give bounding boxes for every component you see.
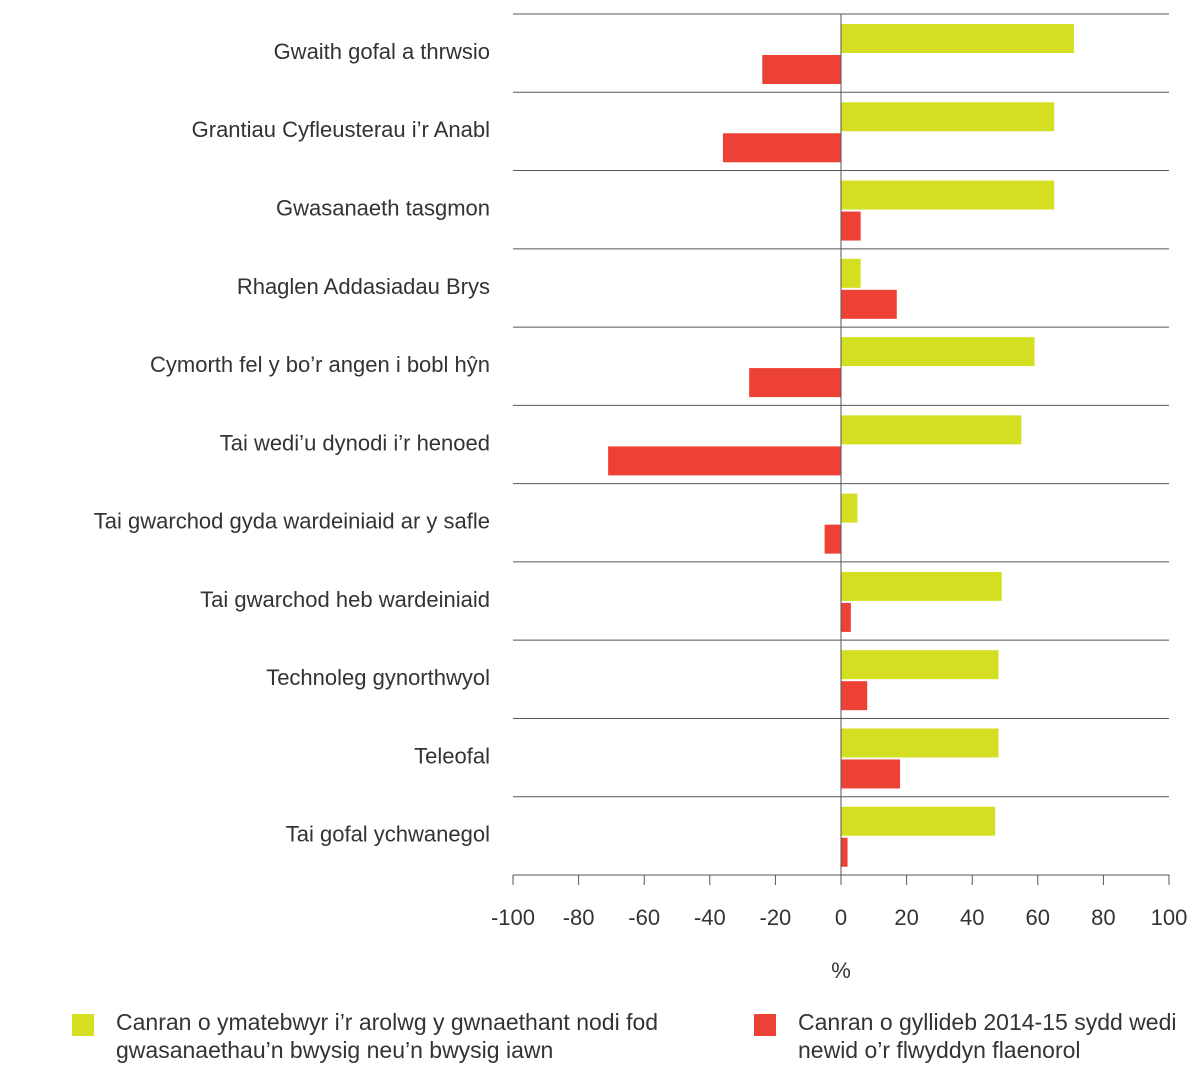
x-tick-label: -100 [491, 905, 535, 930]
bar [841, 211, 861, 241]
bar [841, 759, 901, 789]
bar [841, 493, 858, 523]
legend-swatch [72, 1014, 94, 1036]
bar [841, 415, 1022, 445]
y-tick-label: Gwaith gofal a thrwsio [274, 39, 490, 64]
x-axis-label: % [831, 958, 851, 983]
y-tick-label: Tai gwarchod heb wardeiniaid [200, 587, 490, 612]
x-tick-label: 100 [1151, 905, 1188, 930]
x-tick-label: 80 [1091, 905, 1115, 930]
x-tick-label: -40 [694, 905, 726, 930]
legend-swatch [754, 1014, 776, 1036]
chart: % -100 -80 -60 -40 -20 0 20 40 60 80 100 Gwaith gof… [94, 13, 1188, 983]
bar [841, 289, 897, 319]
bar [762, 55, 841, 84]
bar [841, 337, 1035, 367]
legend-label: Canran o gyllideb 2014-15 sydd wedi newi… [798, 1009, 1177, 1063]
y-tick-label: Rhaglen Addasiadau Brys [237, 274, 490, 299]
y-tick-label: Teleofal [414, 743, 490, 768]
bar [841, 681, 868, 711]
x-tick-label: 60 [1026, 905, 1050, 930]
x-tick-label: 40 [960, 905, 984, 930]
bar [824, 524, 841, 554]
bar [841, 650, 999, 680]
bar [841, 602, 851, 632]
x-tick-label: -20 [760, 905, 792, 930]
bar [841, 806, 996, 836]
y-tick-label: Gwasanaeth tasgmon [276, 195, 490, 220]
x-tick-label: -60 [628, 905, 660, 930]
y-tick-label: Tai gwarchod gyda wardeiniaid ar y safle [94, 509, 490, 534]
y-tick-label: Technoleg gynorthwyol [266, 665, 490, 690]
bar [722, 133, 841, 163]
bar [841, 24, 1074, 53]
bar [608, 446, 841, 476]
bar [841, 258, 861, 288]
x-tick-label: -80 [563, 905, 595, 930]
legend-label: Canran o ymatebwyr i’r arolwg y gwnaetha… [116, 1009, 659, 1063]
bar [841, 571, 1002, 601]
x-tick-label: 0 [835, 905, 847, 930]
bar [841, 102, 1055, 132]
bar [749, 368, 841, 398]
bar [841, 728, 999, 758]
y-tick-label: Tai gofal ychwanegol [286, 822, 490, 847]
x-tick-label: 20 [894, 905, 918, 930]
y-tick-label: Tai wedi’u dynodi i’r henoed [220, 430, 490, 455]
bar [841, 180, 1055, 210]
y-tick-label: Cymorth fel y bo’r angen i bobl hŷn [150, 352, 490, 377]
bar [841, 837, 848, 867]
y-tick-label: Grantiau Cyfleusterau i’r Anabl [192, 117, 490, 142]
